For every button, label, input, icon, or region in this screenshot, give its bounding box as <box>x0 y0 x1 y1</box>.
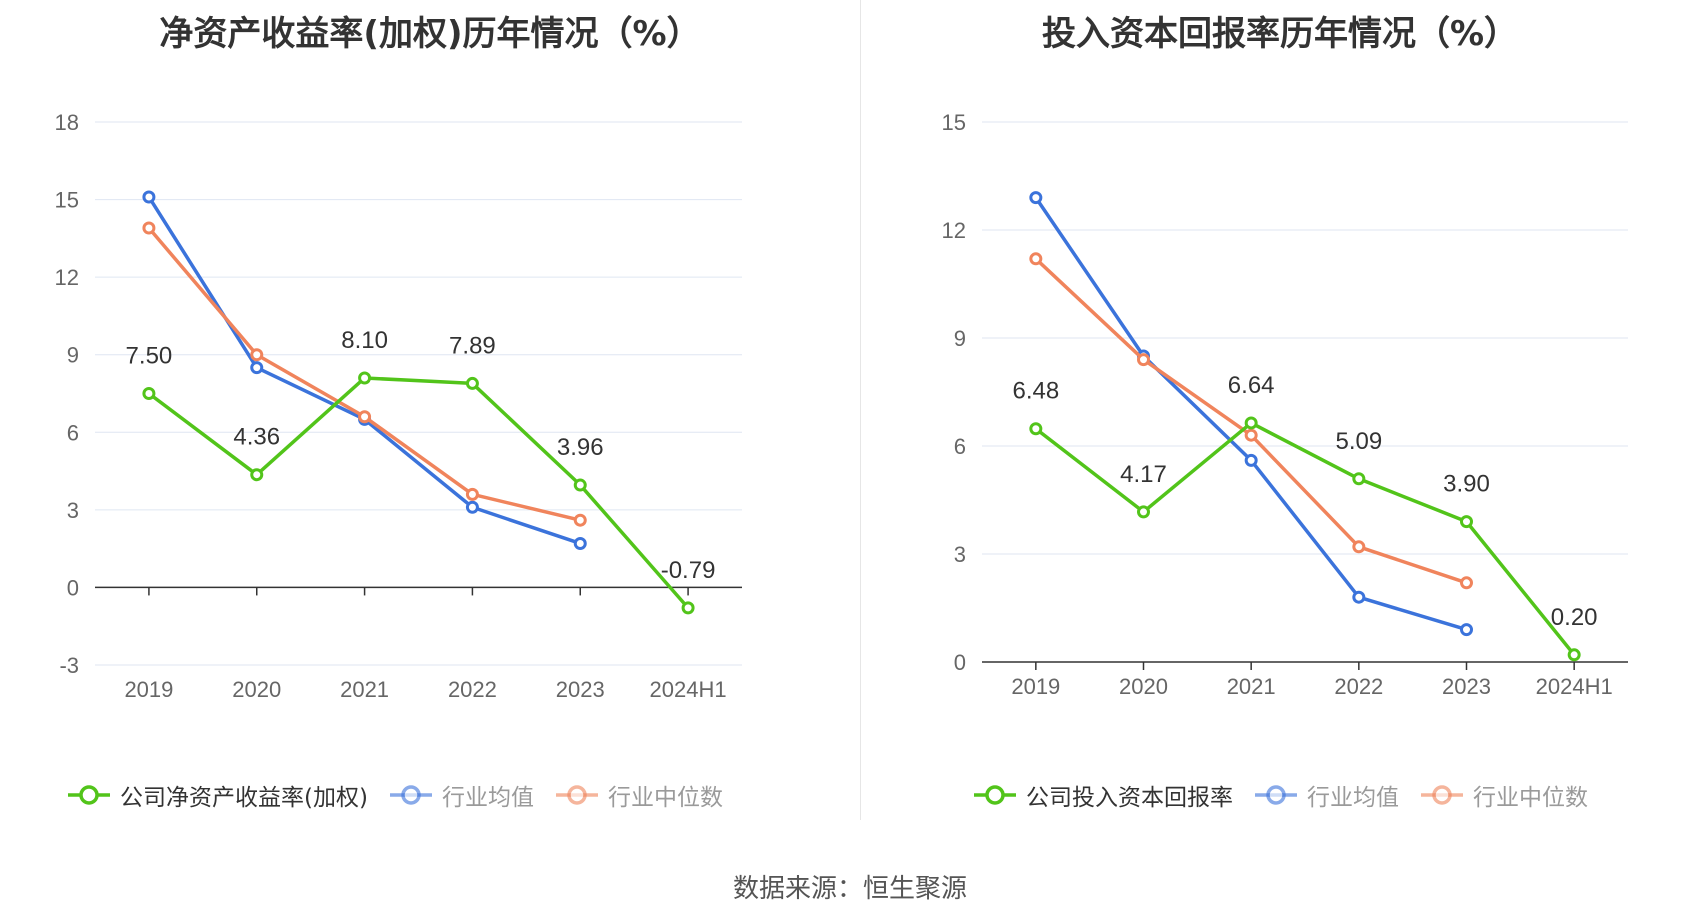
legend-marker-icon <box>555 785 598 805</box>
legend-label: 行业中位数 <box>1473 785 1588 811</box>
y-tick-label: 15 <box>55 188 79 213</box>
data-label: 7.89 <box>449 332 496 359</box>
legend-marker-icon <box>1255 785 1297 805</box>
data-point-roic-0[interactable] <box>1244 416 1258 430</box>
data-label: 8.10 <box>341 327 388 354</box>
plot-area-roic: 0 3 6 9 12 15 2019 2020 2021 2022 2023 2024H1 6.48 4.… <box>942 110 1628 699</box>
legend-item-roic-1[interactable]: 行业均值 <box>1253 778 1399 812</box>
y-tick-label: 15 <box>942 110 966 135</box>
data-source: 数据来源：恒生聚源 <box>732 874 967 904</box>
legend-roe: 公司净资产收益率(加权) 行业均值 行业中位数 <box>66 770 743 820</box>
legend-label: 行业中位数 <box>607 785 723 811</box>
y-tick-label: 6 <box>954 434 966 459</box>
data-label: -0.79 <box>661 557 716 584</box>
y-tick-label: 6 <box>67 420 79 445</box>
x-tick-label: 2023 <box>1442 674 1491 699</box>
data-point-roe-1[interactable] <box>250 361 264 375</box>
chart-title-roe: 净资产收益率(加权)历年情况（%） <box>159 14 701 54</box>
data-point-roe-2[interactable] <box>250 348 264 362</box>
data-label: 3.90 <box>1443 471 1490 498</box>
data-label: 0.20 <box>1551 604 1598 631</box>
data-point-roe-1[interactable] <box>465 500 479 514</box>
legend-item-roic-2[interactable]: 行业中位数 <box>1419 778 1588 812</box>
y-tick-label: 0 <box>954 650 966 675</box>
legend-label: 行业均值 <box>1307 785 1399 811</box>
legend-item-roe-2[interactable]: 行业中位数 <box>554 778 723 812</box>
data-point-roe-2[interactable] <box>358 410 372 424</box>
data-point-roic-1[interactable] <box>1244 453 1258 467</box>
legend-roic: 公司投入资本回报率 行业均值 行业中位数 <box>972 770 1608 820</box>
series-line-roic-1 <box>1034 196 1468 632</box>
x-tick-label: 2023 <box>556 677 605 702</box>
data-point-roic-2[interactable] <box>1029 252 1043 266</box>
y-tick-label: 9 <box>67 343 79 368</box>
legend-marker-icon <box>389 785 432 805</box>
data-point-roic-1[interactable] <box>1029 191 1043 205</box>
y-tick-label: -3 <box>59 653 79 678</box>
chart-title-roic: 投入资本回报率历年情况（%） <box>1041 14 1519 54</box>
data-label: 4.17 <box>1120 461 1167 488</box>
legend-marker-icon <box>1421 785 1463 805</box>
data-point-roe-0[interactable] <box>465 376 479 390</box>
legend-label: 行业均值 <box>441 785 534 811</box>
data-label: 3.96 <box>557 434 604 461</box>
series-line-roe-0 <box>147 376 690 610</box>
x-tick-label: 2021 <box>340 677 389 702</box>
data-point-roic-0[interactable] <box>1352 472 1366 486</box>
data-point-roe-0[interactable] <box>358 371 372 385</box>
x-tick-label: 2022 <box>448 677 497 702</box>
x-tick-label: 2020 <box>232 677 281 702</box>
data-point-roic-2[interactable] <box>1137 353 1150 367</box>
data-point-roic-0[interactable] <box>1567 648 1581 662</box>
data-label: 4.36 <box>233 424 280 451</box>
legend-label: 公司净资产收益率(加权) <box>120 785 368 811</box>
data-point-roe-0[interactable] <box>250 468 264 482</box>
y-tick-label: 9 <box>954 326 966 351</box>
data-point-roic-1[interactable] <box>1460 623 1473 637</box>
data-point-roic-2[interactable] <box>1352 540 1366 554</box>
x-tick-label: 2019 <box>1011 674 1060 699</box>
data-point-roe-1[interactable] <box>142 190 156 204</box>
data-point-roe-1[interactable] <box>573 536 587 550</box>
x-tick-label: 2019 <box>124 677 173 702</box>
legend-marker-icon <box>974 785 1016 805</box>
x-tick-label: 2024H1 <box>1536 674 1613 699</box>
y-tick-label: 3 <box>954 542 966 567</box>
data-point-roic-2[interactable] <box>1460 576 1473 590</box>
chart-divider <box>860 0 861 820</box>
data-point-roic-0[interactable] <box>1460 515 1473 529</box>
data-label: 6.48 <box>1012 378 1059 405</box>
data-label: 5.09 <box>1335 428 1382 455</box>
y-tick-label: 12 <box>55 265 79 290</box>
x-tick-label: 2020 <box>1119 674 1168 699</box>
y-tick-label: 12 <box>942 218 966 243</box>
data-point-roic-1[interactable] <box>1352 590 1366 604</box>
x-tick-label: 2021 <box>1227 674 1276 699</box>
y-tick-label: 18 <box>55 110 79 135</box>
x-tick-label: 2024H1 <box>650 677 727 702</box>
legend-label: 公司投入资本回报率 <box>1026 785 1233 811</box>
data-point-roe-0[interactable] <box>142 387 156 400</box>
data-point-roic-0[interactable] <box>1137 505 1150 519</box>
data-point-roe-0[interactable] <box>573 478 587 492</box>
data-point-roic-0[interactable] <box>1029 422 1043 436</box>
data-point-roe-2[interactable] <box>573 513 587 527</box>
data-label: 6.64 <box>1228 372 1275 399</box>
data-point-roe-2[interactable] <box>465 487 479 501</box>
y-tick-label: 0 <box>67 575 79 600</box>
data-label: 7.50 <box>126 343 173 370</box>
series-line-roic-0 <box>1034 421 1576 656</box>
data-point-roic-2[interactable] <box>1244 428 1258 442</box>
plot-area-roe: -3 0 3 6 9 12 15 18 2019 2020 2021 2022 2023 2024H1 7.… <box>55 110 742 702</box>
data-point-roe-0[interactable] <box>681 601 695 615</box>
y-tick-label: 3 <box>67 498 79 523</box>
legend-marker-icon <box>68 785 110 805</box>
legend-item-roe-1[interactable]: 行业均值 <box>388 778 534 812</box>
legend-item-roic-0[interactable]: 公司投入资本回报率 <box>972 778 1233 812</box>
legend-item-roe-0[interactable]: 公司净资产收益率(加权) <box>66 778 368 812</box>
data-point-roe-2[interactable] <box>142 221 156 235</box>
x-tick-label: 2022 <box>1334 674 1383 699</box>
